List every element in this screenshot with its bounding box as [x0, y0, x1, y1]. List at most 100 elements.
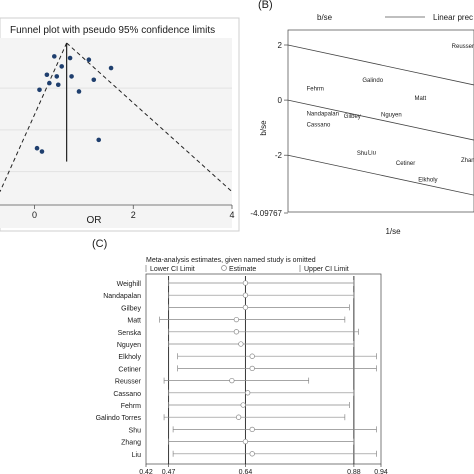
- a-point-10: [55, 82, 61, 88]
- c-study-label-2: Gilbey: [121, 305, 141, 312]
- b-tick-label-0: 2: [278, 41, 283, 50]
- a-point-1: [67, 55, 73, 61]
- a-tick-label-2: 4: [229, 210, 234, 220]
- c-estimate-10: [240, 402, 246, 408]
- c-study-label-12: Shu: [129, 427, 142, 434]
- panel-b-study-labels: Reusser Galindo Fehrm Matt Nandapalan Gilbey N…: [307, 44, 474, 184]
- c-estimate-9: [245, 390, 251, 396]
- c-tick-label-4: 0.94: [374, 469, 388, 474]
- b-point-label-8: Shu: [357, 151, 368, 157]
- b-point-label-10: Cetiner: [396, 161, 415, 167]
- panel-b-legend-label: Linear prec: [433, 13, 473, 22]
- c-tick-label-1: 0.47: [162, 469, 176, 474]
- c-study-label-0: Weighill: [117, 281, 142, 288]
- c-estimate-14: [249, 451, 255, 457]
- a-funnel-right-limit: [66, 42, 233, 193]
- panel-a-title: Funnel plot with pseudo 95% confidence l…: [10, 25, 215, 36]
- panel-b-y-header: b/se: [317, 13, 333, 22]
- c-estimate-12: [249, 426, 255, 433]
- panel-c: (C) Meta-analysis estimates, given named…: [92, 238, 388, 474]
- panel-b-plot-frame: [287, 29, 474, 213]
- a-point-3: [59, 64, 65, 69]
- a-tick-label-1: 2: [131, 210, 136, 220]
- b-point-label-9: Liu: [368, 151, 376, 157]
- panel-b-x-label: 1/se: [385, 227, 401, 236]
- panel-c-title: Meta-analysis estimates, given named stu…: [146, 257, 316, 264]
- panel-c-x-ticks: 0.42 0.47 0.64 0.88 0.94: [139, 464, 388, 474]
- panel-c-legend: Lower CI Limit Estimate Upper CI Limit: [145, 265, 349, 273]
- c-study-label-8: Reusser: [115, 379, 142, 386]
- c-study-label-14: Liu: [132, 452, 141, 459]
- legend-lower-label: Lower CI Limit: [150, 266, 195, 273]
- c-study-label-13: Zhang: [121, 440, 141, 447]
- c-tick-label-3: 0.88: [347, 469, 361, 474]
- panel-a-plot-area: [0, 38, 232, 228]
- a-point-12: [76, 89, 82, 94]
- c-study-label-3: Matt: [127, 318, 141, 325]
- b-point-label-7: Cassano: [307, 122, 331, 128]
- panel-c-plot-frame: [145, 273, 382, 465]
- b-tick-label-1: 0: [278, 96, 283, 105]
- panel-b-tag: (B): [258, 0, 273, 11]
- b-point-label-0: Reusser: [452, 44, 474, 50]
- panel-b: (B) b/se Linear prec b/se 2 0 -2 -4.09767 R…: [250, 0, 474, 236]
- a-point-0: [51, 54, 57, 59]
- b-point-label-5: Gilbey: [344, 114, 361, 120]
- a-point-9: [47, 80, 52, 86]
- c-study-label-6: Elkholy: [118, 354, 141, 361]
- c-study-label-5: Nguyen: [117, 342, 141, 349]
- b-point-label-3: Matt: [414, 96, 426, 102]
- a-funnel-left-limit: [0, 42, 68, 192]
- b-tick-label-3: -4.09767: [250, 209, 282, 218]
- legend-estimate-label: Estimate: [229, 266, 256, 273]
- a-point-11: [37, 87, 42, 93]
- panel-c-study-rows: Weighill Nandapalan Gilbey Matt Senska Nguyen…: [96, 280, 377, 459]
- panel-a: Funnel plot with pseudo 95% confidence l…: [0, 17, 240, 232]
- c-estimate-1: [242, 292, 249, 298]
- legend-estimate-marker: [221, 265, 227, 271]
- legend-upper-label: Upper CI Limit: [304, 266, 349, 273]
- c-study-label-4: Senska: [118, 330, 141, 337]
- b-line-2: [287, 154, 474, 196]
- a-point-8: [91, 77, 97, 83]
- panel-a-funnel: [0, 42, 233, 193]
- b-point-label-11: Elkholy: [418, 177, 437, 183]
- c-estimate-3: [233, 316, 240, 323]
- c-study-label-7: Cetiner: [118, 366, 141, 373]
- a-point-15: [39, 149, 45, 154]
- panel-a-x-ticks: 0 2 4: [32, 205, 235, 220]
- panel-b-regression-lines: [287, 44, 474, 196]
- b-point-label-12: Zhang: [461, 158, 474, 164]
- a-point-13: [96, 137, 102, 143]
- panel-b-y-ticks: 2 0 -2 -4.09767: [250, 41, 288, 218]
- c-tick-label-0: 0.42: [139, 469, 153, 474]
- c-study-label-1: Nandapalan: [103, 293, 141, 300]
- panel-a-x-label: OR: [87, 215, 102, 226]
- c-estimate-11: [235, 414, 242, 420]
- c-estimate-5: [238, 341, 244, 347]
- c-tick-label-2: 0.64: [239, 469, 253, 474]
- b-line-0: [287, 44, 474, 86]
- c-estimate-7: [249, 365, 255, 372]
- b-point-label-2: Fehrm: [307, 86, 324, 92]
- c-estimate-6: [249, 353, 255, 359]
- c-estimate-2: [242, 304, 249, 311]
- c-study-label-11: Galindo Torres: [96, 415, 142, 422]
- a-point-5: [44, 72, 50, 78]
- b-point-label-4: Nandapalan: [307, 111, 339, 117]
- a-tick-label-0: 0: [32, 210, 37, 220]
- a-point-14: [34, 145, 40, 151]
- c-estimate-13: [242, 438, 249, 445]
- b-line-1: [287, 99, 474, 141]
- a-point-7: [69, 74, 74, 79]
- c-estimate-8: [229, 377, 235, 384]
- b-point-label-6: Nguyen: [381, 113, 402, 119]
- panel-a-points: [34, 54, 114, 154]
- a-point-6: [54, 74, 60, 79]
- a-point-4: [108, 65, 114, 71]
- panel-b-y-axis-label: b/se: [259, 120, 268, 136]
- a-point-2: [86, 57, 92, 63]
- c-estimate-4: [233, 329, 240, 335]
- c-study-label-10: Fehrm: [121, 403, 141, 410]
